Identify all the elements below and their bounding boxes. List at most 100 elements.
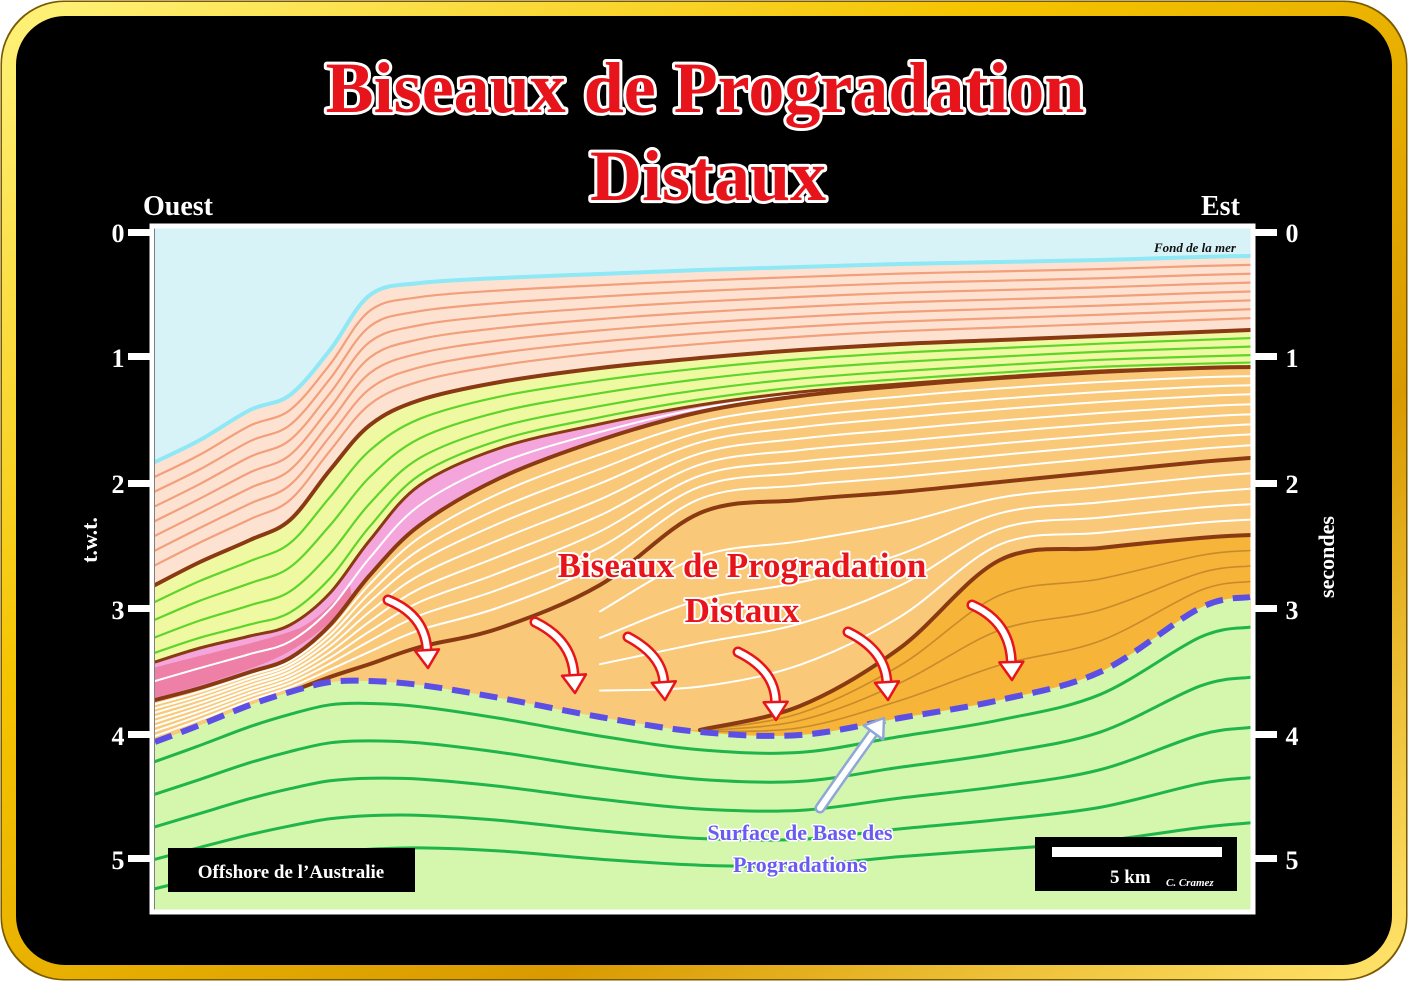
green-band-reflector-4	[155, 361, 1251, 654]
downlap-arrow-5-head	[873, 680, 901, 702]
downlap-arrow-5	[842, 626, 901, 702]
orange-clinoform-6	[155, 423, 1251, 728]
mid-clinoform-1	[599, 472, 1251, 613]
lower-layer-reflector-2	[155, 675, 1251, 796]
axis-ticks	[128, 229, 1277, 862]
left-tick-mark-4	[128, 731, 150, 738]
right-tick-mark-4	[1255, 731, 1277, 738]
lower-layer-reflector-1	[155, 625, 1251, 764]
upper-layer-reflector-1	[155, 263, 1251, 478]
right-tick-4: 4	[1286, 722, 1299, 751]
green-band-reflector-3	[155, 354, 1251, 639]
right-tick-0: 0	[1286, 219, 1299, 248]
left-tick-5: 5	[112, 846, 125, 875]
orange-clinoform-1	[155, 375, 1251, 706]
base-surface-pointer-arrow-shaft	[817, 729, 877, 811]
upper-layer-reflector-6	[155, 308, 1251, 552]
left-tick-0: 0	[112, 219, 125, 248]
title-line-1: Biseaux de Progradation	[326, 48, 1085, 128]
right-tick-5: 5	[1286, 846, 1299, 875]
upper-layer-reflector-3	[155, 281, 1251, 508]
left-tick-mark-0	[128, 229, 150, 236]
location-label: Offshore de l’Australie	[198, 862, 384, 883]
left-tick-4: 4	[112, 722, 125, 751]
lower-clinoform-2	[699, 565, 1251, 732]
location-box	[168, 848, 415, 892]
left-tick-mark-1	[128, 353, 150, 360]
horizon-1	[155, 328, 1251, 587]
scale-bar	[1052, 847, 1222, 857]
base-surface-pointer-arrow	[814, 716, 886, 814]
downlap-arrow-2	[529, 616, 588, 695]
downlap-arrow-6-head	[998, 660, 1025, 682]
title-line-2: Distaux	[590, 136, 826, 216]
base-of-progradations-dashed-line	[155, 594, 1251, 745]
sea-floor-label: Fond de la mer	[1153, 240, 1237, 255]
downlap-arrow-3	[622, 631, 678, 702]
right-tick-mark-1	[1255, 353, 1277, 360]
downlap-arrow-6-shaft	[969, 602, 1015, 666]
downlap-arrow-4-shaft	[735, 649, 779, 706]
left-tick-3: 3	[112, 596, 125, 625]
downlap-arrow-3-shaft	[625, 634, 667, 686]
left-tick-2: 2	[112, 470, 125, 499]
right-tick-1: 1	[1286, 344, 1299, 373]
right-tick-mark-2	[1255, 480, 1277, 487]
upper-layer-reflector-4	[155, 290, 1251, 523]
orange-clinoform-4	[155, 403, 1251, 719]
downlap-arrow-1	[382, 594, 441, 670]
right-tick-2: 2	[1286, 470, 1299, 499]
base-surface-pointer-arrow-head	[862, 716, 886, 741]
west-label: Ouest	[143, 191, 214, 222]
downlap-arrow-4	[732, 646, 789, 722]
downlap-arrow-5-shaft	[845, 629, 890, 686]
left-tick-1: 1	[112, 344, 125, 373]
lower-clinoform-1	[699, 549, 1251, 732]
downlap-arrow-2-head	[560, 673, 588, 695]
orange-clinoform-3	[155, 393, 1251, 714]
orange-clinoform-2	[155, 384, 1251, 710]
green-band-reflector-1	[155, 337, 1251, 604]
orange-clinoform-5	[155, 413, 1251, 723]
green-band-reflector-2	[155, 345, 1251, 621]
dark-pink-sliver	[155, 585, 352, 698]
lower-layer-reflector-4	[155, 776, 1251, 861]
diagram-frame	[149, 223, 1256, 915]
mid-clinoform-3	[599, 503, 1251, 666]
onlap-label-line-2: Distaux	[685, 591, 800, 630]
upper-layer-reflector-5	[155, 299, 1251, 537]
horizon-4	[698, 533, 1251, 732]
upper-layer-reflector-7	[155, 317, 1251, 567]
right-tick-3: 3	[1286, 596, 1299, 625]
right-tick-mark-3	[1255, 605, 1277, 612]
upper-layer-reflector-2	[155, 272, 1251, 493]
mid-clinoform-4	[599, 518, 1251, 692]
horizon-3	[288, 456, 1251, 694]
east-label: Est	[1201, 191, 1241, 222]
left-tick-mark-5	[128, 855, 150, 862]
scale-box	[1035, 837, 1237, 891]
downlap-arrow-2-shaft	[532, 619, 577, 679]
downlap-arrow-1-shaft	[385, 597, 430, 654]
scale-label: 5 km	[1110, 867, 1151, 888]
right-axis-label: secondes	[1314, 516, 1339, 598]
author-credit: C. Cramez	[1166, 877, 1214, 889]
sea-floor-line	[155, 254, 1251, 464]
right-tick-mark-0	[1255, 229, 1277, 236]
downlap-arrow-3-head	[650, 679, 678, 702]
base-surface-label-line-2: Progradations	[733, 852, 867, 877]
onlap-label-line-1: Biseaux de Progradation	[558, 546, 927, 585]
left-tick-mark-3	[128, 605, 150, 612]
downlap-arrow-4-head	[762, 700, 789, 722]
lower-layer-reflector-3	[155, 726, 1251, 829]
orange-clinoform-7	[155, 433, 1251, 733]
horizon-2	[155, 365, 1251, 702]
left-tick-mark-2	[128, 480, 150, 487]
mid-clinoform-2	[599, 487, 1251, 639]
left-axis-label: t.w.t.	[77, 517, 102, 563]
right-tick-mark-5	[1255, 855, 1277, 862]
downlap-arrow-1-head	[413, 648, 441, 670]
lower-layer-fill	[155, 597, 1251, 910]
downlap-arrow-6	[966, 599, 1025, 682]
